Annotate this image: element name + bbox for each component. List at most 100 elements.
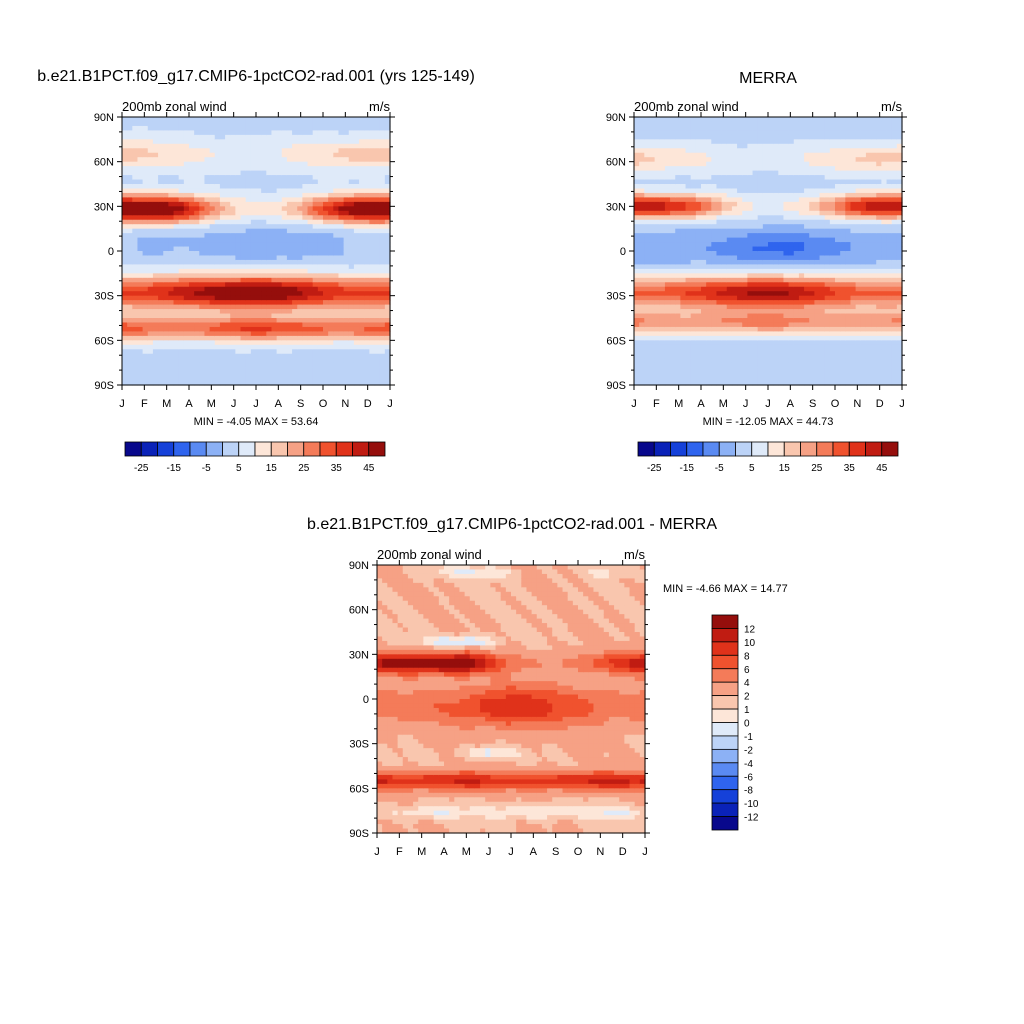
field-cell — [773, 371, 779, 377]
field-cell — [680, 197, 687, 203]
field-cell — [731, 246, 738, 252]
field-cell — [245, 170, 252, 176]
colorbar-swatch — [205, 441, 223, 457]
field-cell — [127, 130, 133, 136]
field-cell — [317, 268, 324, 274]
field-cell — [230, 326, 236, 332]
field-cell — [122, 291, 128, 297]
field-cell — [364, 215, 370, 221]
field-cell — [163, 291, 169, 297]
field-cell — [328, 331, 334, 337]
field-cell — [752, 322, 759, 328]
field-cell — [379, 215, 386, 221]
field-cell — [214, 313, 221, 319]
field-cell — [173, 197, 180, 203]
field-cell — [292, 268, 298, 274]
field-cell — [675, 184, 681, 190]
field-cell — [235, 210, 242, 216]
field-cell — [323, 335, 329, 341]
field-cell — [731, 255, 738, 261]
field-cell — [276, 358, 283, 364]
field-cell — [680, 309, 687, 315]
field-cell — [685, 201, 692, 207]
field-cell — [726, 371, 733, 377]
field-cell — [261, 242, 267, 248]
field-cell — [670, 259, 676, 265]
field-cell — [752, 273, 759, 279]
field-cell — [711, 184, 718, 190]
field-cell — [271, 367, 278, 373]
field-cell — [369, 148, 376, 154]
field-cell — [374, 340, 381, 346]
field-cell — [721, 344, 728, 350]
field-cell — [659, 353, 666, 359]
field-cell — [297, 268, 303, 274]
field-cell — [189, 331, 195, 337]
field-cell — [256, 340, 262, 346]
field-cell — [685, 340, 692, 346]
field-cell — [317, 166, 324, 172]
field-cell — [379, 300, 386, 306]
field-cell — [152, 376, 159, 382]
field-cell — [245, 188, 252, 194]
field-cell — [122, 206, 128, 212]
field-cell — [680, 291, 687, 297]
field-cell — [292, 335, 298, 341]
field-cell — [209, 121, 216, 127]
field-cell — [695, 121, 702, 127]
field-cell — [225, 130, 231, 136]
field-cell — [379, 331, 386, 337]
field-cell — [214, 143, 221, 149]
field-cell — [369, 273, 376, 279]
field-cell — [695, 376, 702, 382]
field-cell — [152, 166, 159, 172]
field-cell — [168, 367, 175, 373]
field-cell — [204, 179, 211, 185]
field-cell — [209, 175, 216, 181]
field-cell — [276, 237, 283, 243]
panel-title: MERRA — [739, 70, 797, 87]
field-cell — [147, 175, 154, 181]
field-cell — [649, 309, 656, 315]
field-cell — [333, 157, 340, 163]
field-cell — [312, 300, 319, 306]
field-cell — [312, 340, 319, 346]
field-cell — [634, 224, 640, 230]
field-cell — [297, 300, 303, 306]
field-cell — [348, 255, 355, 261]
field-cell — [634, 362, 640, 368]
field-cell — [173, 143, 180, 149]
field-cell — [137, 309, 144, 315]
field-cell — [225, 117, 231, 123]
field-cell — [317, 130, 324, 136]
field-cell — [286, 134, 293, 140]
field-cell — [281, 215, 288, 221]
field-cell — [369, 318, 376, 324]
field-cell — [256, 179, 262, 185]
field-cell — [654, 197, 661, 203]
field-cell — [183, 251, 190, 257]
field-cell — [773, 367, 779, 373]
field-cell — [644, 331, 651, 337]
field-cell — [369, 326, 376, 332]
field-cell — [726, 219, 733, 225]
field-cell — [230, 192, 236, 198]
field-cell — [147, 291, 154, 297]
field-cell — [302, 188, 309, 194]
field-cell — [235, 282, 242, 288]
field-cell — [147, 117, 154, 123]
field-cell — [173, 286, 180, 292]
field-cell — [675, 130, 681, 136]
field-cell — [225, 237, 231, 243]
field-cell — [369, 246, 376, 252]
field-cell — [338, 367, 345, 373]
field-cell — [189, 380, 195, 386]
field-cell — [173, 166, 180, 172]
field-cell — [374, 318, 381, 324]
field-cell — [142, 277, 149, 283]
field-cell — [189, 201, 195, 207]
field-cell — [695, 130, 702, 136]
field-cell — [379, 358, 386, 364]
field-cell — [664, 157, 671, 163]
field-cell — [384, 143, 391, 149]
